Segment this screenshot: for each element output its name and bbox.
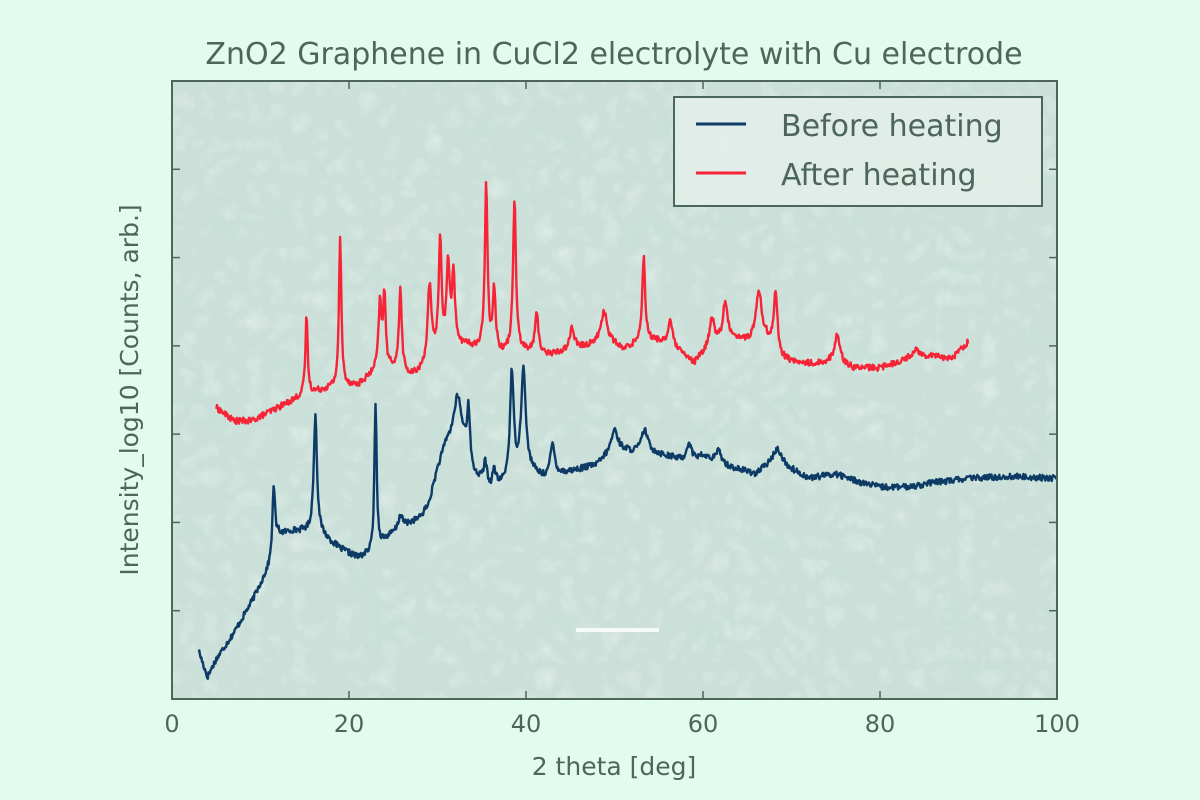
legend-label-after: After heating bbox=[781, 158, 977, 193]
x-tick-label: 20 bbox=[334, 710, 365, 738]
series-line-after-heating bbox=[215, 181, 970, 425]
y-axis-label: Intensity_log10 [Counts, arb.] bbox=[115, 204, 144, 575]
series-line-before-heating bbox=[197, 364, 1057, 680]
x-tick-label: 80 bbox=[865, 710, 896, 738]
plot-frame bbox=[171, 80, 1058, 700]
legend-box bbox=[673, 96, 1043, 207]
x-tick-label: 40 bbox=[511, 710, 542, 738]
x-axis: 0 20 40 60 80 100 bbox=[164, 81, 1080, 738]
chart-title: ZnO2 Graphene in CuCl2 electrolyte with … bbox=[205, 37, 1022, 72]
series-layer bbox=[197, 181, 1057, 680]
x-tick-label: 60 bbox=[688, 710, 719, 738]
sem-scale-bar bbox=[576, 628, 659, 632]
legend-label-before: Before heating bbox=[781, 109, 1003, 144]
x-axis-label: 2 theta [deg] bbox=[532, 752, 697, 781]
x-tick-label: 0 bbox=[164, 710, 179, 738]
y-axis bbox=[172, 168, 1057, 612]
legend: Before heating After heating bbox=[673, 96, 1043, 207]
x-tick-label: 100 bbox=[1034, 710, 1080, 738]
